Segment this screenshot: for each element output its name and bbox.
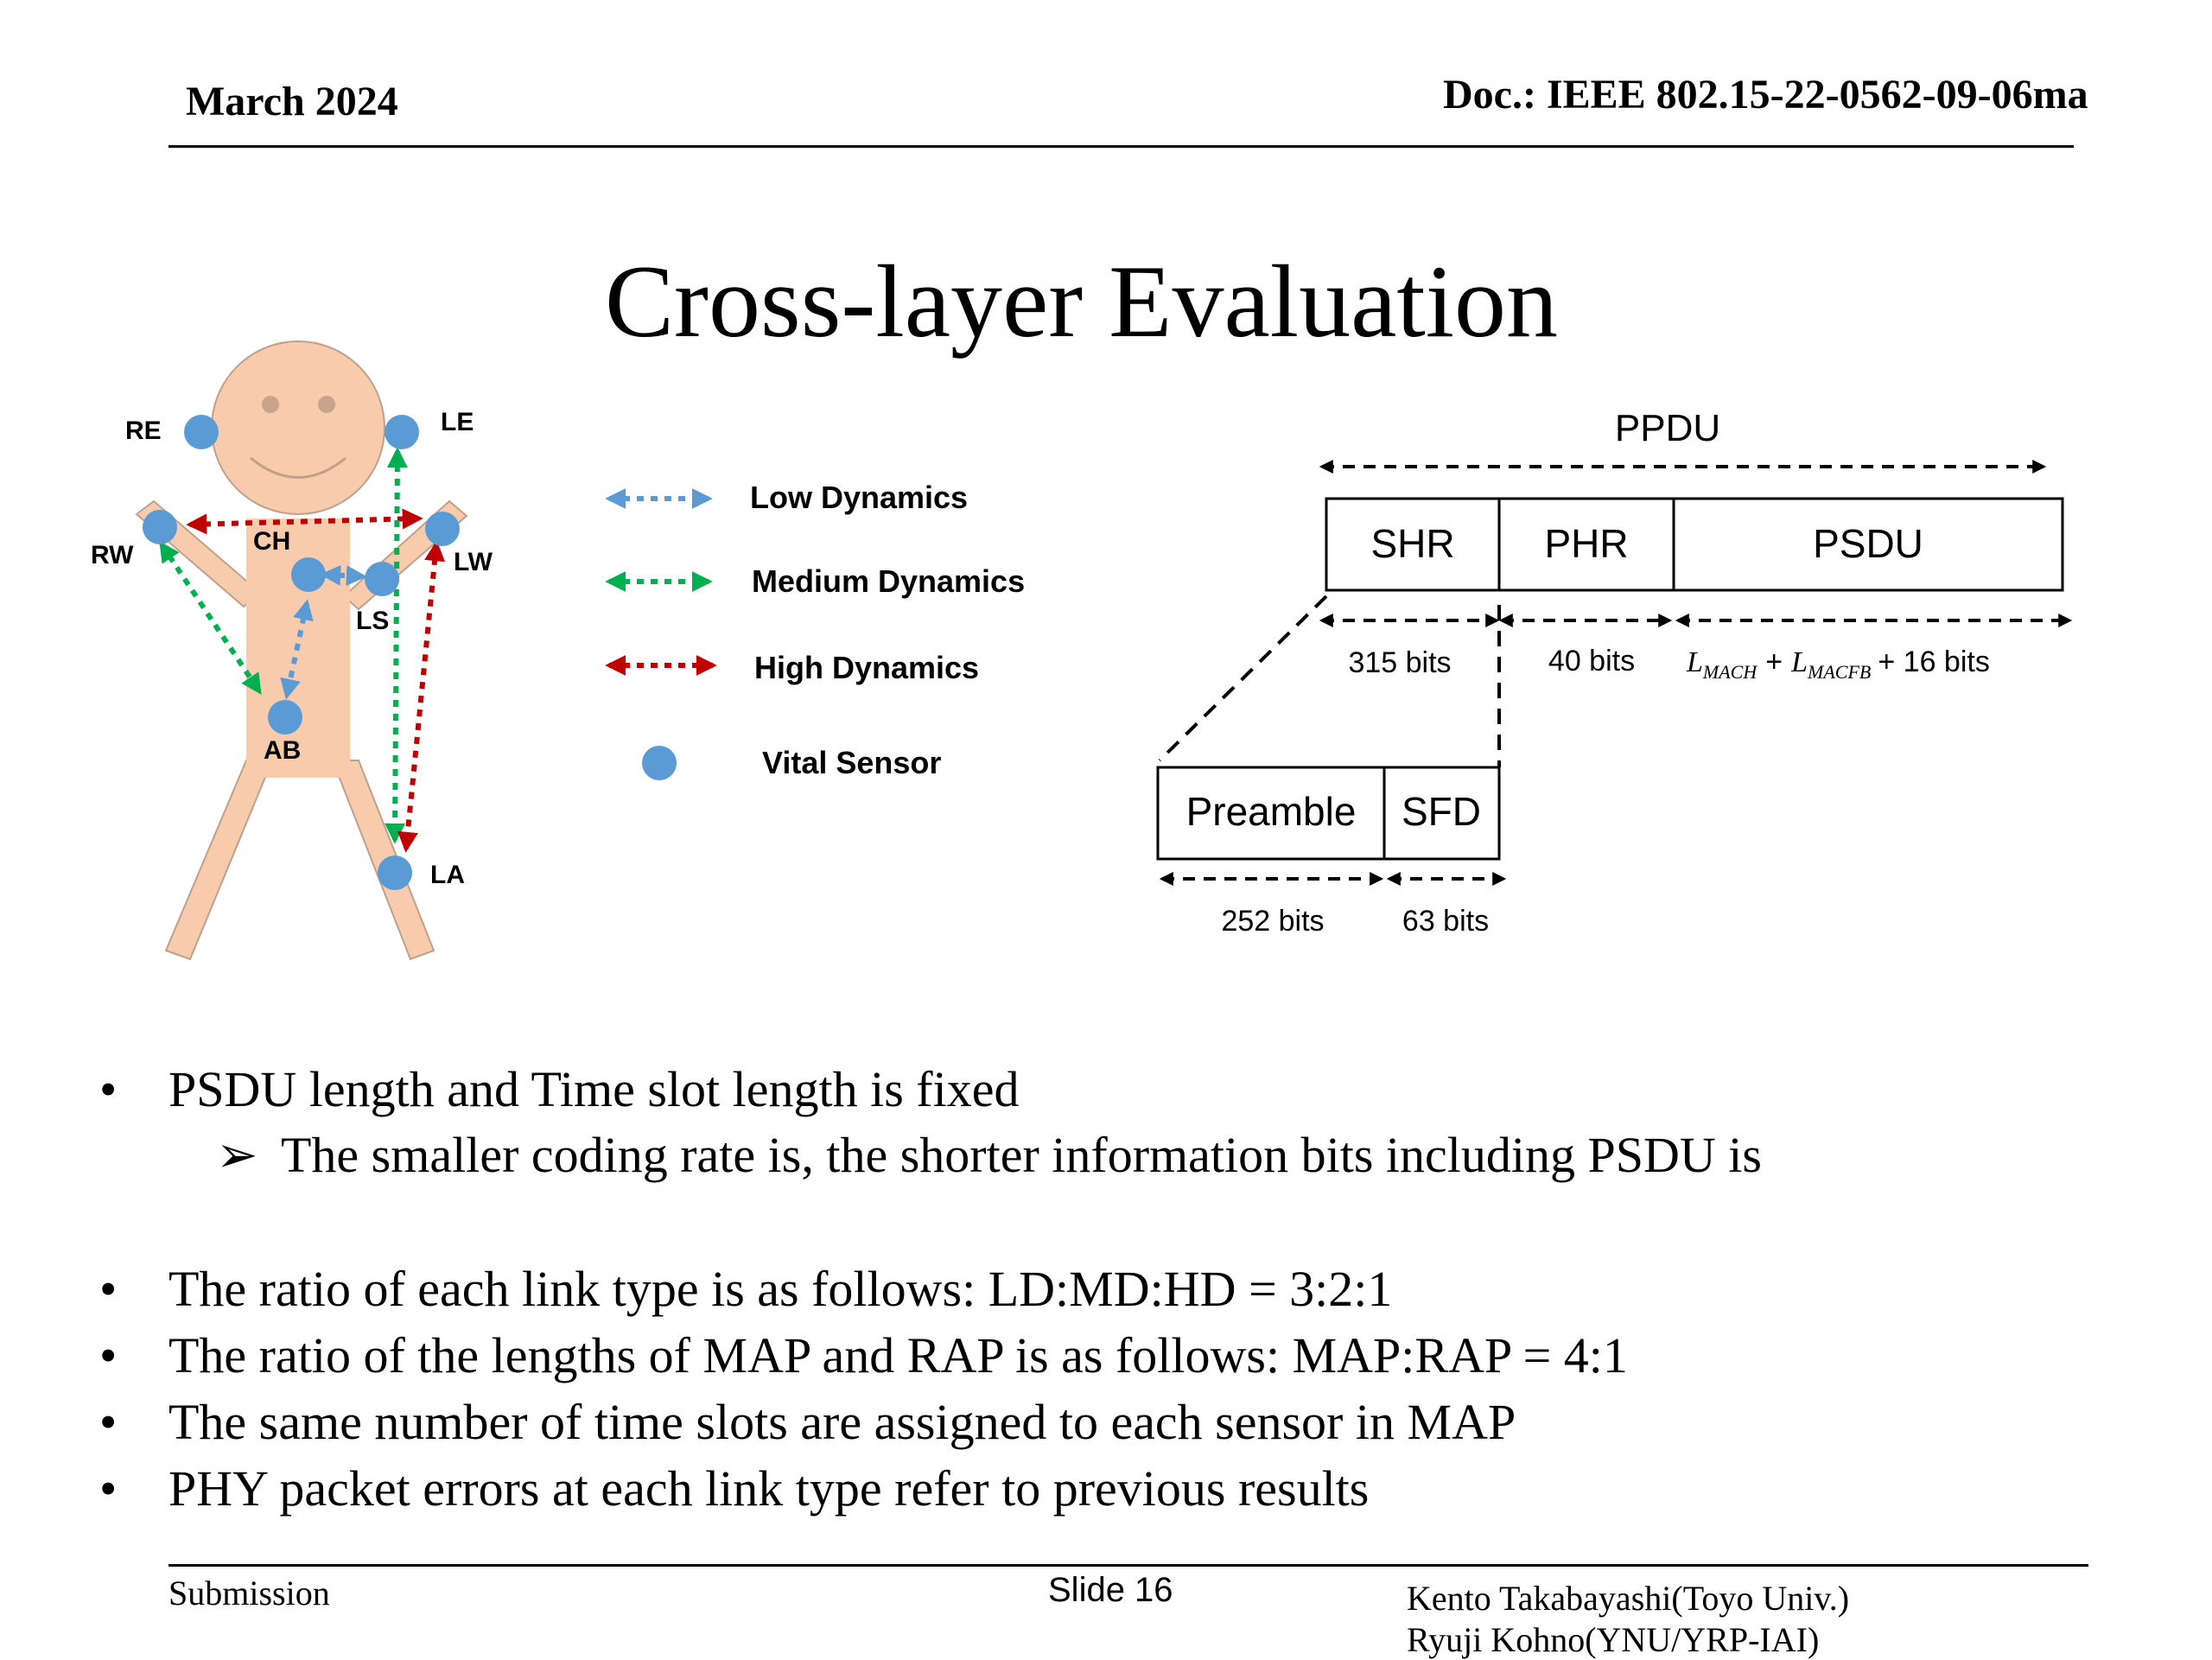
- legend-sensor-dot: [642, 746, 677, 780]
- preamble-field: [1156, 766, 1386, 861]
- label-la: LA: [430, 861, 465, 889]
- legend-sensor-label: Vital Sensor: [762, 745, 941, 780]
- label-le: LE: [441, 408, 474, 436]
- sensor-ls: [365, 562, 399, 596]
- bullet-4-text: The same number of time slots are assign…: [168, 1394, 1516, 1450]
- legend-high-label: High Dynamics: [754, 650, 979, 685]
- ppdu-label: PPDU: [1615, 407, 1720, 449]
- footer-submission: Submission: [168, 1574, 330, 1612]
- link-lw-la: [397, 540, 446, 853]
- sensor-rw: [143, 510, 177, 544]
- right-eye: [262, 396, 279, 413]
- preamble-label: Preamble: [1186, 789, 1357, 834]
- label-lw: LW: [454, 548, 493, 576]
- sensor-ab: [268, 700, 302, 735]
- right-leg: [164, 760, 274, 961]
- footer-rule: [168, 1564, 2088, 1567]
- bullet-3: • The ratio of the lengths of MAP and RAP…: [99, 1327, 1628, 1383]
- header-date: March 2024: [186, 79, 398, 124]
- bullet-1-text: PSDU length and Time slot length is fixe…: [168, 1061, 1020, 1117]
- sub-bullet-marker: ➢: [216, 1127, 258, 1183]
- frame-structure-figure: PPDU SHR PHR PSDU 315 bits 40 bits LMACH…: [1156, 407, 2073, 938]
- preamble-bits: 252 bits: [1221, 905, 1324, 938]
- link-le-la: [385, 447, 408, 844]
- legend-medium-label: Medium Dynamics: [752, 563, 1025, 599]
- label-ls: LS: [356, 607, 389, 635]
- sensor-lw: [425, 512, 460, 546]
- page-title: Cross-layer Evaluation: [605, 244, 1559, 359]
- phr-bits: 40 bits: [1548, 645, 1635, 677]
- psdu-label: PSDU: [1813, 521, 1923, 566]
- psdu-field: [1672, 497, 2064, 592]
- label-re: RE: [125, 417, 162, 445]
- bullet-1-sub: ➢ The smaller coding rate is, the shorter…: [216, 1130, 1762, 1180]
- legend-low-label: Low Dynamics: [750, 480, 968, 515]
- phr-label: PHR: [1544, 521, 1628, 566]
- link-rw-ab: [159, 541, 262, 695]
- label-ch: CH: [253, 527, 290, 556]
- sensor-le: [385, 415, 419, 449]
- bullet-4: • The same number of time slots are assig…: [99, 1394, 1516, 1450]
- bullet-2-text: The ratio of each link type is as follow…: [168, 1261, 1393, 1317]
- left-leg: [331, 760, 435, 961]
- footer-slide-number: Slide 16: [1048, 1571, 1173, 1609]
- body-sensor-figure: RE LE RW LW CH LS AB LA Low Dynamics Med…: [91, 340, 1025, 961]
- header-doc-id: Doc.: IEEE 802.15-22-0562-09-06ma: [1443, 72, 2088, 118]
- left-eye: [318, 396, 335, 413]
- link-ch-ls: [320, 564, 367, 587]
- sfd-bits: 63 bits: [1402, 905, 1489, 938]
- footer-author-1: Kento Takabayashi(Toyo Univ.): [1407, 1579, 1850, 1618]
- label-ab: AB: [264, 736, 301, 765]
- psdu-bits: LMACH + LMACFB + 16 bits: [1686, 646, 1990, 683]
- label-rw: RW: [91, 541, 134, 569]
- mouth: [250, 456, 346, 479]
- link-ch-ab: [280, 599, 314, 700]
- sfd-field: [1382, 766, 1501, 861]
- bullet-5: • PHY packet errors at each link type ref…: [99, 1460, 1370, 1517]
- shr-label: SHR: [1370, 521, 1454, 566]
- bullet-2: • The ratio of each link type is as follo…: [99, 1261, 1393, 1317]
- bullet-1: • PSDU length and Time slot length is fix…: [99, 1061, 1020, 1117]
- bullet-3-text: The ratio of the lengths of MAP and RAP …: [168, 1327, 1628, 1383]
- shr-bits: 315 bits: [1348, 646, 1451, 679]
- sensor-ch: [291, 557, 326, 592]
- header-rule: [168, 145, 2074, 148]
- head: [211, 340, 385, 515]
- footer-author-2: Ryuji Kohno(YNU/YRP-IAI): [1407, 1620, 1820, 1659]
- link-rw-lw: [186, 508, 423, 535]
- bullet-1-sub-text: The smaller coding rate is, the shorter …: [281, 1127, 1762, 1183]
- bullet-5-text: PHY packet errors at each link type refe…: [168, 1460, 1370, 1517]
- sfd-label: SFD: [1402, 789, 1481, 834]
- sensor-la: [378, 855, 412, 890]
- shr-breakdown-left-connector: [1158, 595, 1328, 762]
- sensor-re: [184, 415, 219, 449]
